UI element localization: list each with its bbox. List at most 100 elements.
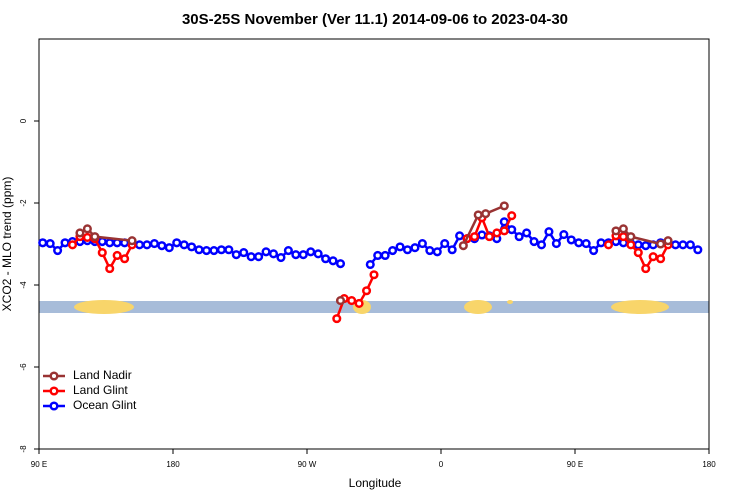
point — [641, 264, 651, 274]
point — [134, 240, 145, 250]
point — [268, 249, 279, 259]
point — [239, 248, 249, 258]
x-axis-label: Longitude — [349, 476, 402, 490]
x-tick-label: 180 — [702, 460, 716, 469]
legend-marker — [49, 401, 59, 411]
point — [201, 246, 212, 256]
point — [38, 238, 48, 248]
land-patch — [507, 300, 513, 304]
point — [656, 239, 666, 249]
point — [75, 228, 85, 238]
point — [120, 254, 130, 264]
y-tick-label: -4 — [19, 281, 28, 289]
point — [149, 239, 159, 249]
point — [481, 209, 491, 219]
point — [473, 210, 483, 220]
ocean-strip — [39, 301, 709, 313]
point — [626, 240, 636, 250]
point — [633, 248, 643, 258]
x-tick-label: 180 — [166, 460, 180, 469]
point — [544, 227, 554, 237]
y-tick-label: -6 — [19, 363, 28, 371]
point — [514, 232, 524, 242]
point — [97, 236, 107, 247]
point — [656, 254, 666, 264]
point — [82, 224, 92, 234]
land-patch — [464, 300, 492, 314]
point — [410, 243, 420, 253]
point — [142, 240, 152, 250]
point — [362, 286, 372, 296]
x-tick-label: 90 W — [298, 460, 317, 469]
point — [335, 259, 346, 269]
land-patch — [611, 300, 669, 314]
point — [529, 236, 539, 247]
point — [209, 246, 219, 256]
point — [157, 241, 167, 251]
x-tick-label: 0 — [439, 460, 444, 469]
y-tick-label: -2 — [19, 199, 28, 207]
point — [328, 256, 338, 266]
chart-title: 30S-25S November (Ver 11.1) 2014-09-06 t… — [182, 11, 568, 28]
point — [105, 238, 115, 248]
point — [354, 298, 364, 309]
point — [246, 252, 256, 262]
x-tick-label: 90 E — [31, 460, 47, 469]
point — [581, 239, 591, 249]
point — [641, 241, 651, 251]
point — [551, 239, 561, 249]
point — [417, 239, 427, 249]
point — [105, 264, 115, 274]
point — [633, 240, 643, 250]
point — [618, 224, 628, 234]
point — [216, 245, 226, 255]
point — [67, 240, 78, 250]
point — [82, 232, 92, 242]
point — [347, 296, 357, 306]
point — [313, 249, 323, 259]
point — [254, 252, 264, 262]
point — [395, 242, 405, 252]
point — [469, 232, 480, 242]
point — [187, 242, 197, 252]
point — [589, 246, 599, 256]
point — [373, 250, 383, 261]
point — [596, 238, 606, 248]
point — [380, 250, 390, 261]
point — [477, 230, 487, 240]
x-tick-label: 90 E — [567, 460, 583, 469]
point — [618, 232, 628, 242]
point — [507, 225, 517, 235]
point — [425, 246, 435, 256]
point — [60, 238, 70, 248]
point — [369, 270, 379, 280]
point — [440, 239, 450, 249]
land-patch — [74, 300, 134, 314]
point — [224, 245, 234, 255]
point — [194, 245, 204, 255]
point — [97, 248, 107, 258]
point — [559, 230, 569, 240]
point — [127, 236, 137, 246]
point — [626, 232, 636, 242]
point — [231, 250, 241, 260]
point — [164, 243, 174, 253]
point — [112, 250, 122, 261]
point — [566, 235, 576, 245]
surface-strip — [39, 300, 709, 314]
point — [332, 314, 342, 324]
point — [261, 247, 271, 257]
point — [693, 245, 703, 255]
point — [499, 201, 509, 211]
point — [291, 250, 301, 260]
point — [678, 240, 688, 250]
legend-label: Land Nadir — [73, 368, 132, 382]
legend-marker — [49, 386, 59, 396]
point — [388, 246, 398, 256]
point — [447, 245, 457, 255]
point — [536, 240, 547, 250]
point — [321, 254, 331, 264]
